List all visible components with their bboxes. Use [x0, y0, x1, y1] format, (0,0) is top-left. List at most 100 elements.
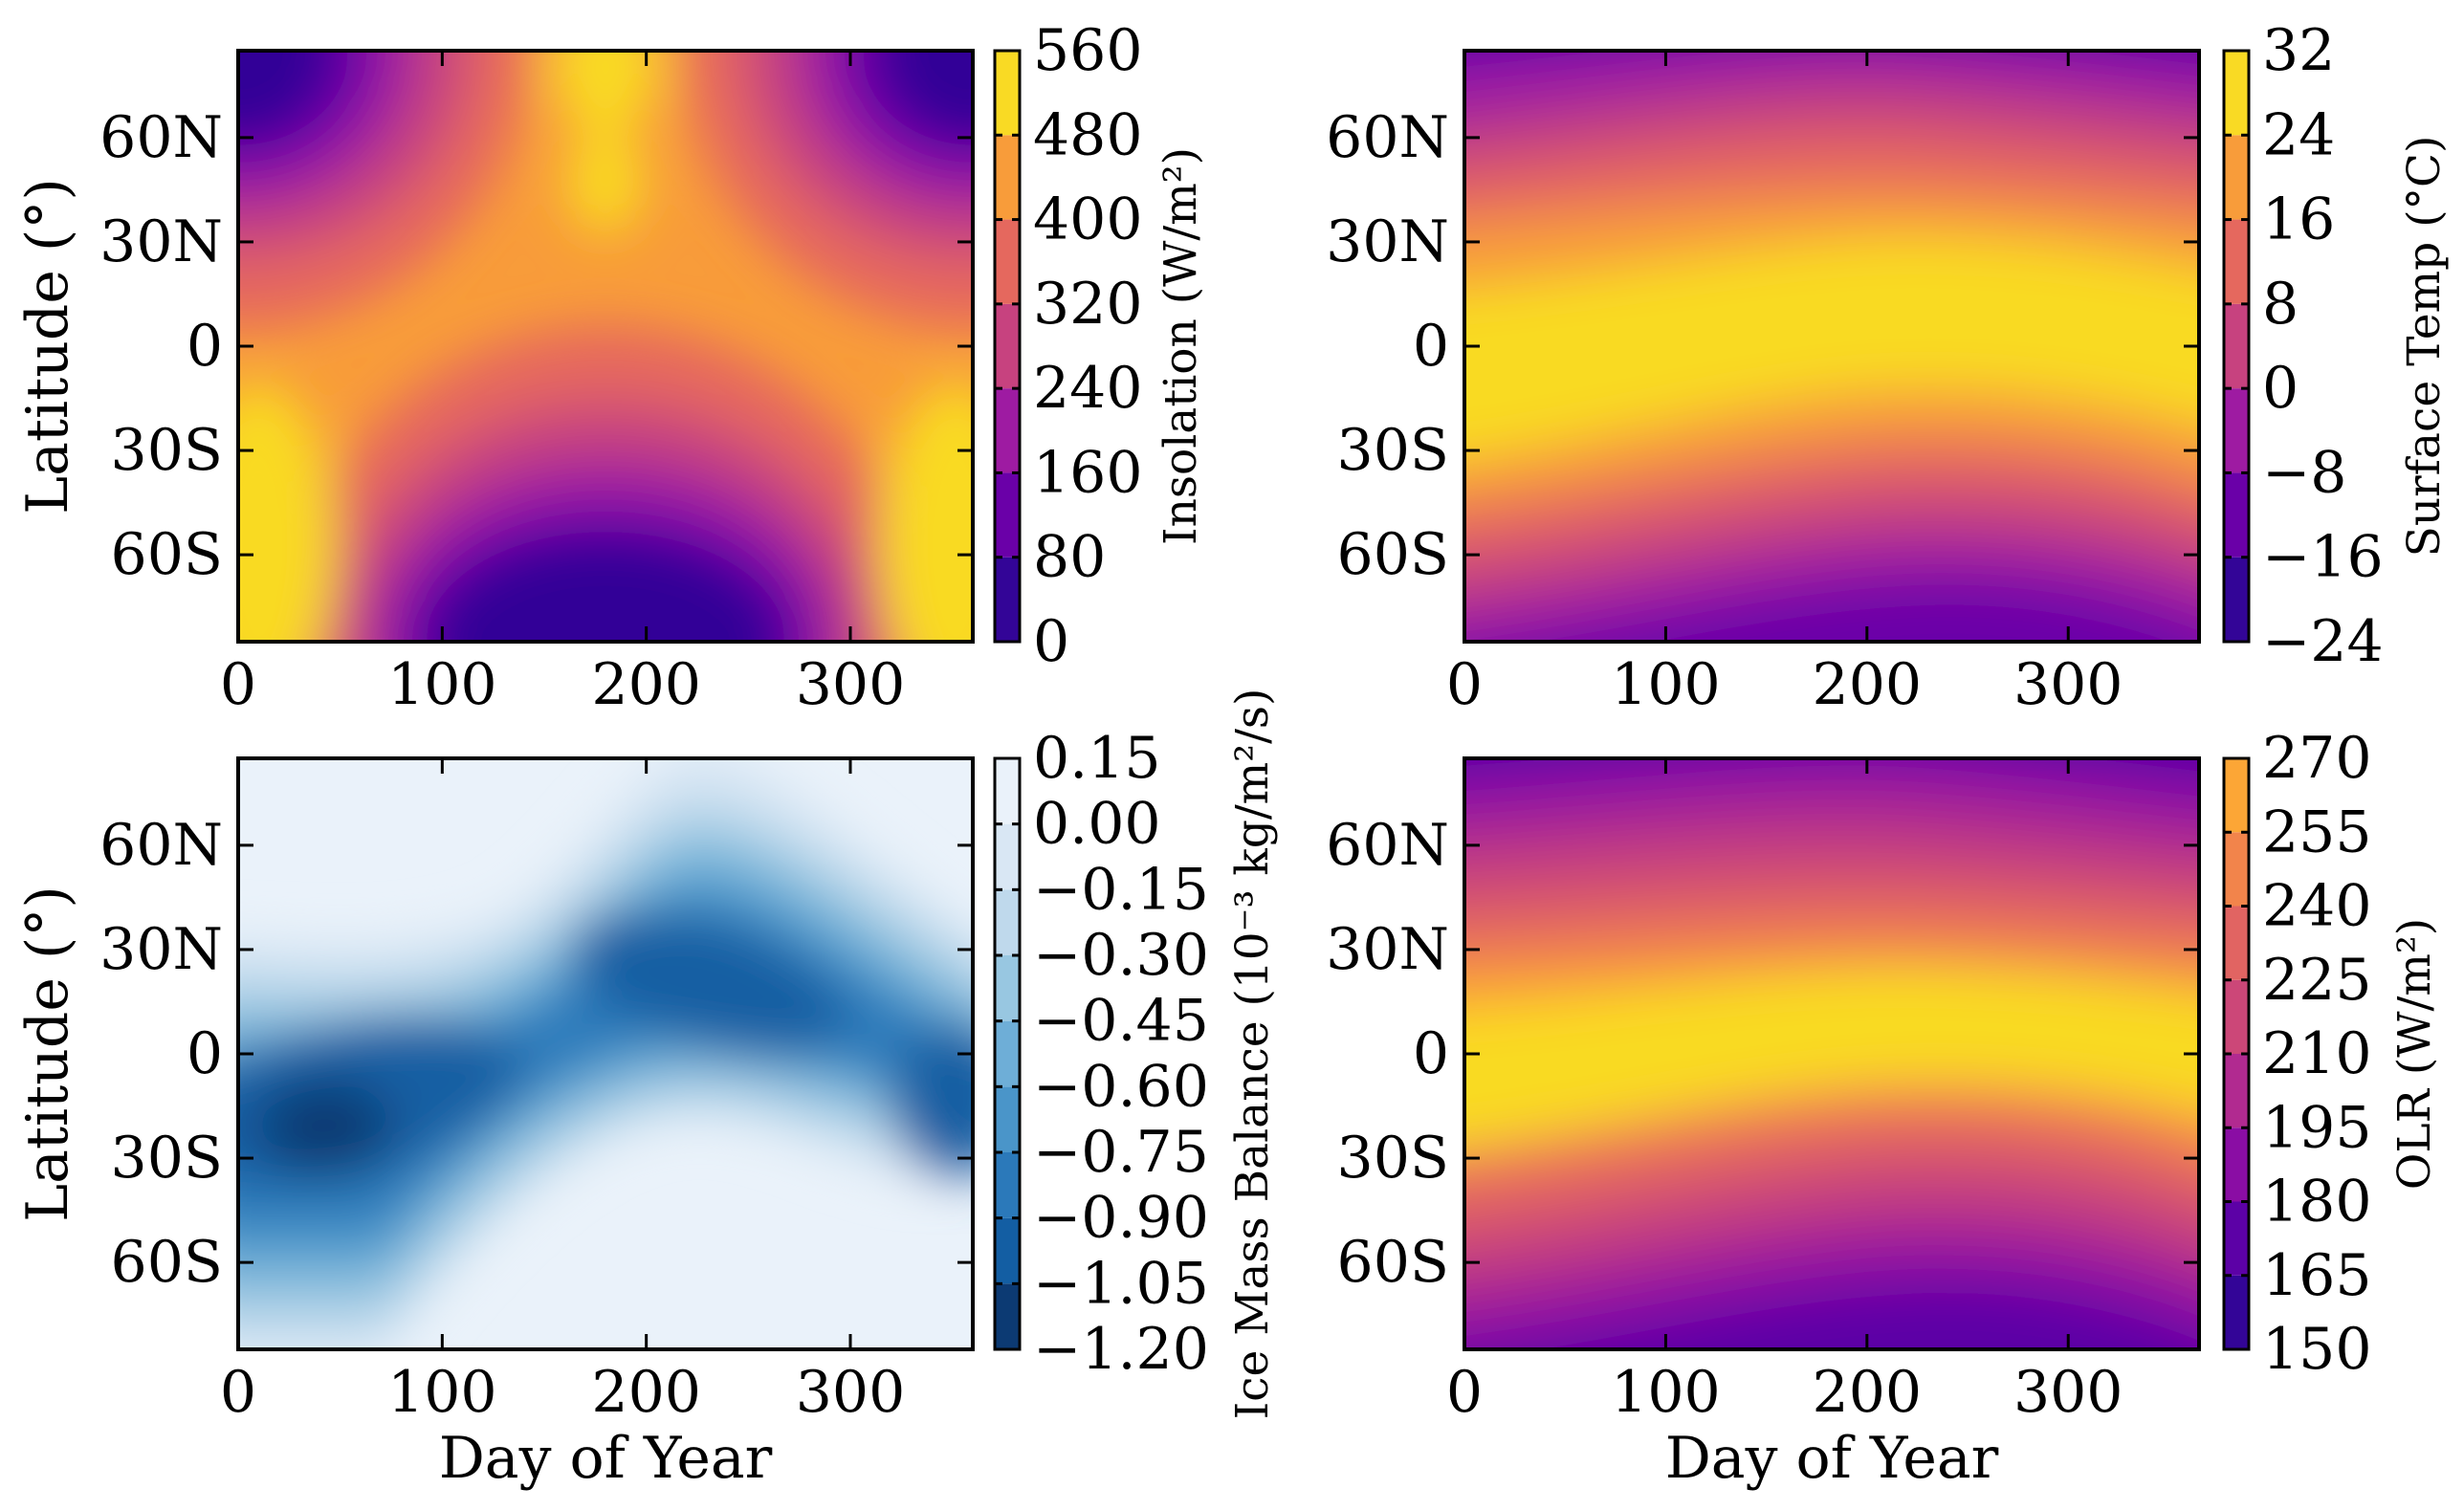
- colorbar-band: [2224, 303, 2249, 389]
- colorbar-tick-label: −1.20: [1033, 1316, 1209, 1383]
- insolation-field: [238, 51, 973, 642]
- insolation-ticks: 0 100 200 300 60N 30N 0 30S 60S: [99, 51, 973, 718]
- colorbar-tick-label: 160: [1033, 439, 1143, 506]
- colorbar-band: [2224, 1054, 2249, 1128]
- colorbar-band: [2224, 906, 2249, 980]
- panel-insolation: 0 100 200 300 60N 30N 0 30S 60S Latitude (°) 0 80…: [14, 17, 1207, 718]
- ice-mass-balance-field: [238, 758, 973, 1349]
- x-tick-label: 200: [1813, 1359, 1923, 1426]
- colorbar-tick-label: 0.00: [1033, 791, 1161, 858]
- x-tick-label: 200: [591, 651, 701, 718]
- y-tick-label: 0: [1413, 1020, 1449, 1087]
- colorbar-tick-label: 195: [2262, 1094, 2372, 1161]
- x-tick-label: 0: [220, 1359, 256, 1426]
- colorbar-tick-label: 320: [1033, 271, 1143, 338]
- colorbar-tick-label: 255: [2262, 799, 2372, 865]
- colorbar-band: [995, 135, 1020, 220]
- colorbar-band: [995, 1086, 1020, 1152]
- colorbar-band: [995, 1283, 1020, 1349]
- x-tick-label: 300: [796, 651, 906, 718]
- y-tick-label: 0: [187, 1020, 223, 1087]
- y-tick-label: 60N: [99, 812, 223, 879]
- surface-temp-field: [1464, 51, 2199, 642]
- y-tick-label: 0: [1413, 313, 1449, 380]
- colorbar-tick-label: 400: [1033, 186, 1143, 253]
- colorbar-band: [995, 889, 1020, 955]
- colorbar-tick-label: 560: [1033, 17, 1143, 84]
- olr-field: [1464, 758, 2199, 1349]
- olr-colorbar-label: OLR (W/m²): [2388, 918, 2441, 1190]
- x-tick-label: 100: [1611, 651, 1721, 718]
- panel-surface-temp: 0 100 200 300 60N 30N 0 30S 60S −24 −16 −8 0 8 16 24 32…: [1326, 17, 2451, 718]
- insolation-colorbar-label: Insolation (W/m²): [1155, 147, 1207, 545]
- ice-mass-balance-ylabel: Latitude (°): [14, 886, 81, 1221]
- colorbar-band: [2224, 979, 2249, 1054]
- y-tick-label: 60S: [111, 1229, 223, 1296]
- y-tick-label: 30N: [1326, 208, 1449, 275]
- panel-ice-mass-balance: 0 100 200 300 60N 30N 0 30S 60S Latitude (°) Day…: [14, 689, 1279, 1492]
- colorbar-band: [2224, 557, 2249, 642]
- colorbar-tick-label: −0.75: [1033, 1119, 1209, 1186]
- colorbar-band: [995, 219, 1020, 304]
- insolation-colorbar: 0 80 160 240 320 400 480 560: [993, 17, 1143, 675]
- x-tick-label: 0: [1446, 1359, 1483, 1426]
- y-tick-label: 30S: [1337, 1125, 1449, 1192]
- colorbar-tick-label: −0.60: [1033, 1053, 1209, 1120]
- colorbar-band: [995, 955, 1020, 1021]
- surface-temp-ticks: 0 100 200 300 60N 30N 0 30S 60S: [1326, 51, 2199, 718]
- y-tick-label: 30S: [1337, 417, 1449, 484]
- insolation-ylabel: Latitude (°): [14, 178, 81, 514]
- colorbar-band: [2224, 51, 2249, 136]
- x-tick-label: 300: [2013, 651, 2123, 718]
- colorbar-band: [995, 51, 1020, 136]
- colorbar-band: [2224, 388, 2249, 473]
- y-tick-label: 30S: [111, 417, 223, 484]
- colorbar-tick-label: 0: [1033, 608, 1069, 675]
- colorbar-tick-label: −0.30: [1033, 922, 1209, 989]
- y-tick-label: 30N: [99, 208, 223, 275]
- colorbar-tick-label: 32: [2262, 17, 2335, 84]
- y-tick-label: 30S: [111, 1125, 223, 1192]
- colorbar-tick-label: 0.15: [1033, 725, 1161, 792]
- colorbar-band: [995, 303, 1020, 389]
- colorbar-tick-label: −0.15: [1033, 856, 1209, 923]
- y-tick-label: 60N: [99, 104, 223, 171]
- colorbar-tick-label: 240: [1033, 355, 1143, 422]
- colorbar-tick-label: 8: [2262, 271, 2299, 338]
- colorbar-band: [2224, 135, 2249, 220]
- colorbar-band: [995, 1152, 1020, 1218]
- colorbar-frame: [2222, 49, 2251, 644]
- colorbar-tick-label: −8: [2262, 439, 2346, 506]
- olr-ticks: 0 100 200 300 60N 30N 0 30S 60S: [1326, 758, 2199, 1426]
- colorbar-tick-label: −1.05: [1033, 1250, 1209, 1317]
- x-tick-label: 0: [220, 651, 256, 718]
- x-tick-label: 200: [1813, 651, 1923, 718]
- colorbar-tick-label: 180: [2262, 1169, 2372, 1236]
- ice-mass-balance-colorbar-label: Ice Mass Balance (10⁻³ kg/m²/s): [1226, 689, 1279, 1420]
- colorbar-band: [2224, 472, 2249, 558]
- colorbar-tick-label: −16: [2262, 524, 2384, 591]
- y-tick-label: 30N: [99, 916, 223, 983]
- y-tick-label: 60S: [1337, 521, 1449, 588]
- x-tick-label: 100: [1611, 1359, 1721, 1426]
- colorbar-band: [995, 388, 1020, 473]
- colorbar-tick-label: 165: [2262, 1242, 2372, 1309]
- ice-mass-balance-xlabel: Day of Year: [439, 1425, 773, 1492]
- y-tick-label: 60N: [1326, 812, 1449, 879]
- colorbar-band: [2224, 1127, 2249, 1202]
- ice-mass-balance-colorbar: −1.20−1.05−0.90−0.75−0.60−0.45−0.30−0.15…: [993, 725, 1209, 1383]
- surface-temp-colorbar: −24 −16 −8 0 8 16 24 32: [2222, 17, 2384, 675]
- colorbar-band: [995, 557, 1020, 642]
- colorbar-tick-label: 150: [2262, 1316, 2372, 1383]
- colorbar-band: [995, 472, 1020, 558]
- colorbar-frame: [993, 756, 1022, 1351]
- ice-mass-balance-ticks: 0 100 200 300 60N 30N 0 30S 60S: [99, 758, 973, 1426]
- y-tick-label: 60N: [1326, 104, 1449, 171]
- x-tick-label: 300: [2013, 1359, 2123, 1426]
- colorbar-tick-label: 240: [2262, 873, 2372, 940]
- colorbar-tick-label: 270: [2262, 725, 2372, 792]
- x-tick-label: 100: [387, 1359, 497, 1426]
- colorbar-tick-label: 210: [2262, 1020, 2372, 1087]
